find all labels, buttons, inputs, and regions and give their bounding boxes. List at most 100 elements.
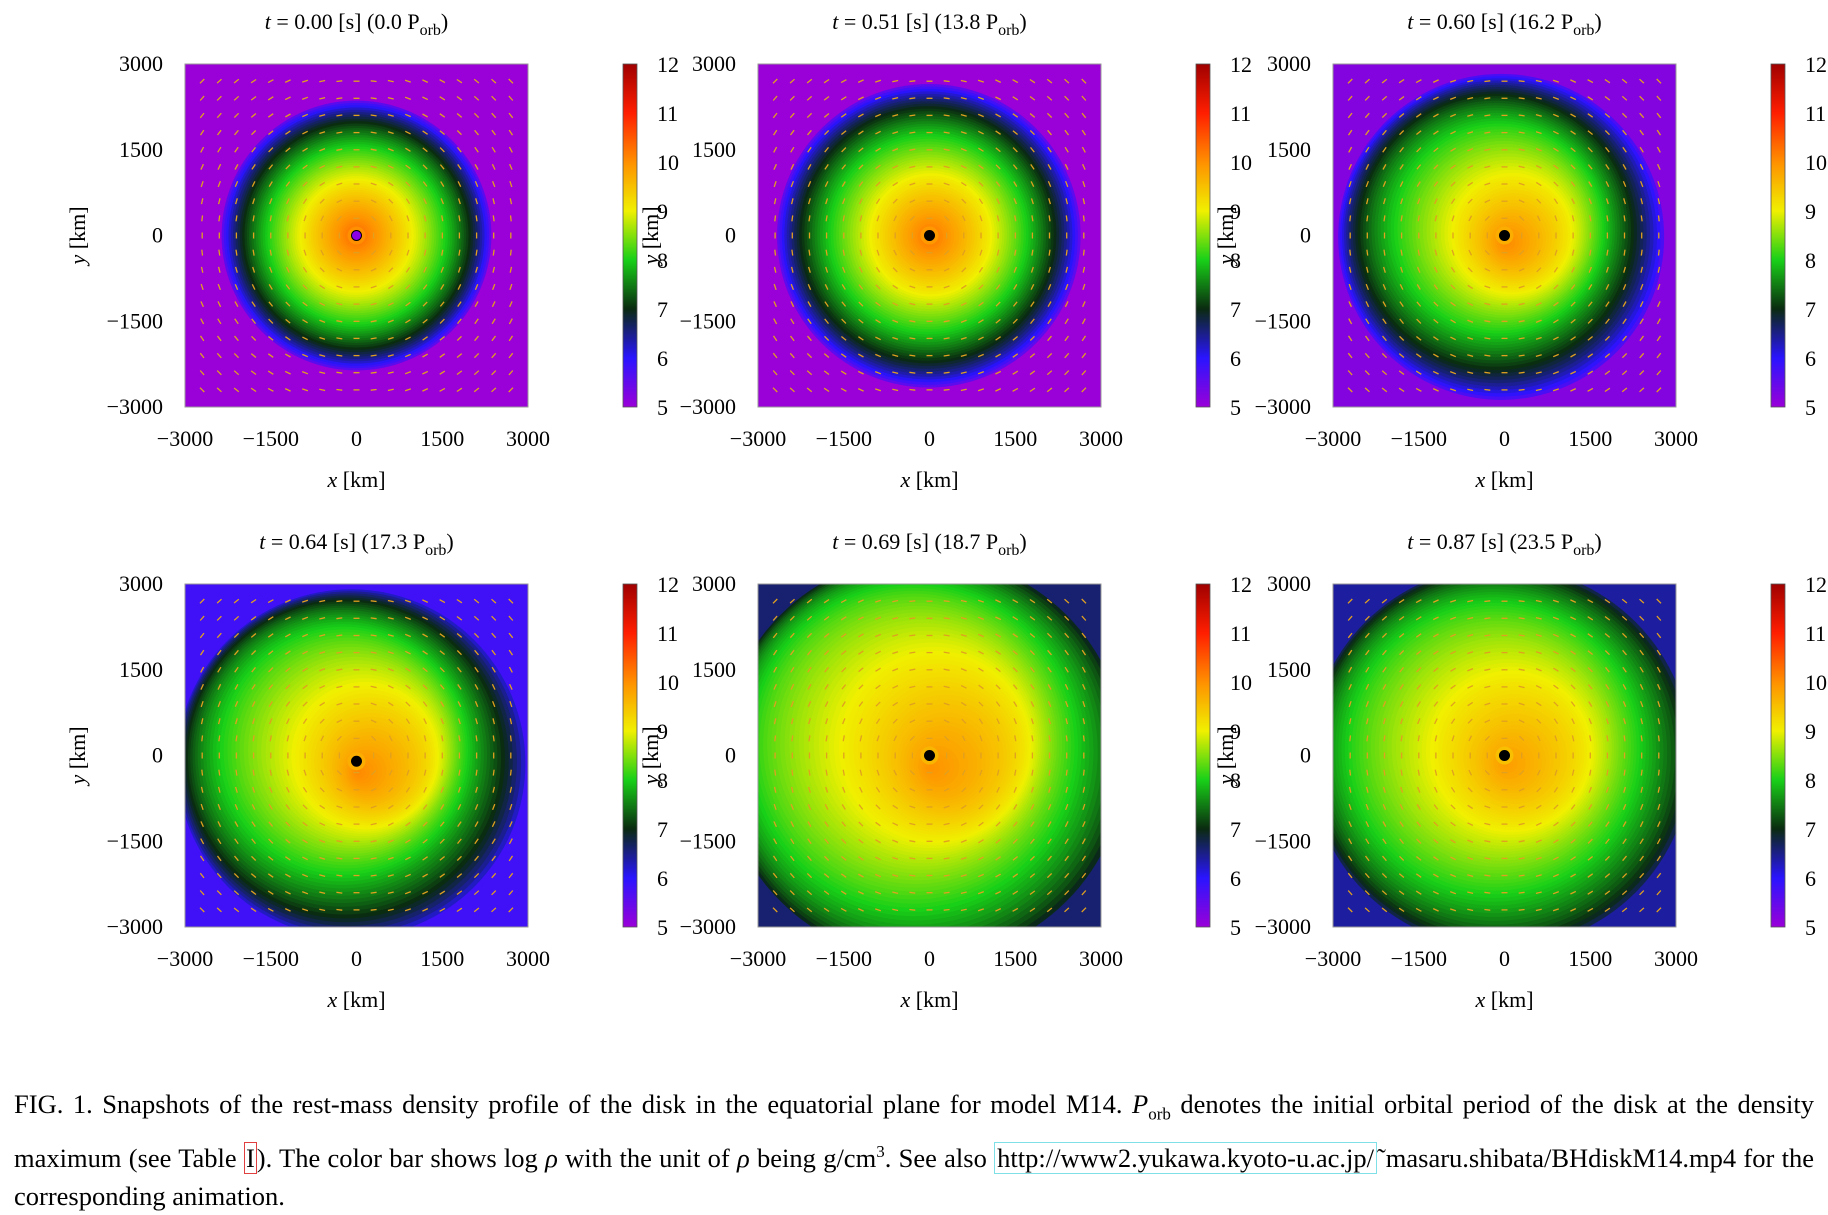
velocity-arrow — [491, 283, 496, 291]
velocity-arrow — [1064, 821, 1069, 828]
velocity-arrow — [387, 616, 394, 620]
velocity-arrow — [892, 804, 899, 810]
velocity-arrow — [858, 856, 864, 861]
velocity-arrow — [960, 616, 967, 620]
velocity-arrow — [1588, 718, 1593, 725]
velocity-arrow — [943, 165, 950, 169]
velocity-arrow — [1518, 685, 1525, 689]
velocity-arrow — [1046, 872, 1053, 879]
velocity-arrow — [943, 805, 950, 809]
x-tick-label: 3000 — [506, 426, 550, 451]
velocity-arrow — [1031, 735, 1034, 742]
velocity-arrow — [301, 599, 309, 603]
velocity-arrow — [1347, 598, 1353, 604]
velocity-arrow — [857, 370, 864, 375]
velocity-arrow — [1347, 335, 1353, 342]
velocity-arrow — [789, 387, 795, 393]
velocity-arrow — [474, 301, 479, 308]
velocity-arrow — [336, 302, 343, 306]
velocity-arrow — [1484, 182, 1491, 186]
velocity-arrow — [370, 617, 377, 620]
velocity-arrow — [858, 130, 864, 135]
velocity-arrow — [387, 839, 394, 844]
velocity-arrow — [251, 855, 257, 861]
velocity-arrow — [1639, 615, 1645, 621]
velocity-arrow — [405, 856, 411, 861]
velocity-arrow — [978, 319, 984, 324]
velocity-arrow — [1570, 79, 1577, 83]
velocity-arrow — [1348, 838, 1353, 845]
caption-text: ˜masaru.shibata/BHdiskM14.mp4 for the co… — [14, 1143, 1814, 1212]
colorbar-tick-label: 10 — [1805, 150, 1827, 175]
velocity-arrow — [336, 874, 343, 877]
y-tick-label: 3000 — [119, 51, 163, 76]
y-tick-label: −3000 — [107, 394, 163, 419]
velocity-arrow — [235, 249, 238, 256]
x-tick-label: 1500 — [993, 946, 1037, 971]
velocity-arrow — [387, 701, 394, 707]
velocity-arrow — [1433, 130, 1439, 135]
velocity-arrow — [961, 267, 967, 273]
velocity-arrow — [233, 872, 240, 879]
velocity-arrow — [1348, 666, 1353, 673]
velocity-arrow — [216, 632, 222, 639]
velocity-arrow — [319, 874, 326, 878]
velocity-arrow — [1467, 616, 1474, 620]
velocity-arrow — [267, 79, 274, 84]
colorbar — [1195, 583, 1211, 928]
velocity-arrow — [1553, 839, 1559, 844]
velocity-arrow — [824, 821, 829, 827]
velocity-arrow — [1399, 666, 1405, 673]
velocity-arrow — [840, 873, 847, 878]
velocity-arrow — [875, 856, 881, 861]
velocity-arrow — [1064, 370, 1070, 376]
velocity-arrow — [1450, 839, 1456, 844]
velocity-arrow — [1484, 267, 1491, 272]
velocity-arrow — [267, 353, 274, 358]
velocity-arrow — [1399, 650, 1405, 656]
velocity-arrow — [1365, 803, 1370, 811]
velocity-arrow — [509, 769, 512, 776]
velocity-arrow — [961, 769, 966, 776]
velocity-arrow — [370, 354, 377, 357]
velocity-arrow — [807, 335, 812, 342]
velocity-arrow — [439, 113, 446, 118]
velocity-arrow — [1450, 319, 1456, 324]
velocity-arrow — [268, 301, 274, 307]
velocity-arrow — [491, 180, 496, 188]
velocity-arrow — [1450, 821, 1456, 827]
velocity-arrow — [1604, 650, 1610, 656]
velocity-arrow — [1535, 667, 1542, 672]
velocity-arrow — [1046, 78, 1053, 84]
velocity-arrow — [1450, 113, 1457, 118]
velocity-arrow — [491, 649, 497, 656]
velocity-arrow — [319, 856, 326, 860]
velocity-arrow — [508, 129, 514, 136]
velocity-arrow — [892, 165, 899, 169]
velocity-arrow — [824, 284, 829, 290]
velocity-arrow — [440, 804, 445, 810]
velocity-arrow — [1552, 873, 1559, 878]
velocity-arrow — [1484, 148, 1491, 151]
velocity-arrow — [1349, 769, 1352, 776]
velocity-arrow — [508, 855, 514, 862]
velocity-arrow — [1382, 649, 1387, 656]
velocity-arrow — [841, 318, 847, 324]
velocity-arrow — [1433, 804, 1439, 810]
velocity-arrow — [859, 735, 863, 742]
velocity-arrow — [790, 666, 795, 673]
table-reference-link[interactable]: I — [243, 1142, 257, 1175]
velocity-arrow — [387, 284, 394, 290]
velocity-arrow — [456, 370, 463, 376]
density-panel-1: −3000 −1500 0 1500 3000300015000−1500−3000x … — [65, 9, 679, 492]
velocity-arrow — [773, 838, 778, 845]
velocity-arrow — [825, 769, 828, 776]
velocity-arrow — [857, 873, 864, 878]
velocity-arrow — [286, 215, 290, 222]
velocity-arrow — [960, 599, 967, 603]
colorbar-tick-label: 10 — [657, 150, 679, 175]
velocity-arrow — [234, 198, 238, 205]
velocity-arrow — [1484, 719, 1491, 724]
x-tick-label: 3000 — [1654, 426, 1698, 451]
animation-url-link[interactable]: http://www2.yukawa.kyoto-u.ac.jp/ — [994, 1142, 1377, 1175]
